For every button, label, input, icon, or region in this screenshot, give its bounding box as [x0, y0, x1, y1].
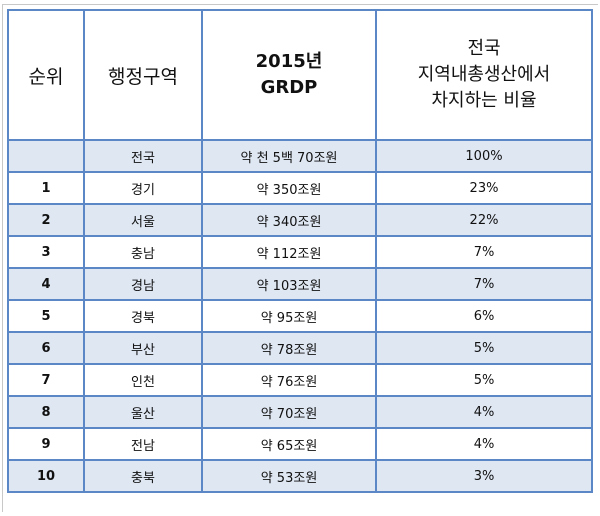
table-row: 5 경북 약 95조원 6%: [7, 299, 593, 333]
grdp-cell: 약 350조원: [201, 171, 377, 205]
grdp-cell: 약 112조원: [201, 235, 377, 269]
header-grdp-line: 2015년: [255, 51, 323, 72]
header-share-line: 차지하는 비율: [431, 90, 537, 111]
rank-cell: 6: [7, 331, 85, 365]
grdp-cell: 약 76조원: [201, 363, 377, 397]
header-grdp-line: GRDP: [260, 77, 318, 98]
grdp-cell: 약 53조원: [201, 459, 377, 493]
region-cell: 서울: [83, 203, 203, 237]
rank-cell: 5: [7, 299, 85, 333]
share-cell: 5%: [375, 363, 593, 397]
table-row: 3 충남 약 112조원 7%: [7, 235, 593, 269]
header-share-line: 전국: [467, 38, 501, 59]
share-cell: 3%: [375, 459, 593, 493]
region-cell: 인천: [83, 363, 203, 397]
header-region: 행정구역: [83, 9, 203, 141]
header-share-line: 지역내총생산에서: [417, 64, 551, 85]
rank-cell: [7, 139, 85, 173]
rank-cell: 10: [7, 459, 85, 493]
rank-cell: 7: [7, 363, 85, 397]
share-cell: 7%: [375, 267, 593, 301]
grdp-ranking-table: 순위 행정구역 2015년 GRDP 전국 지역내총생산에서 차지하는 비율 전…: [7, 9, 593, 493]
grdp-cell: 약 천 5백 70조원: [201, 139, 377, 173]
table-row: 6 부산 약 78조원 5%: [7, 331, 593, 365]
region-cell: 경남: [83, 267, 203, 301]
header-rank: 순위: [7, 9, 85, 141]
table-row: 2 서울 약 340조원 22%: [7, 203, 593, 237]
table-header-row: 순위 행정구역 2015년 GRDP 전국 지역내총생산에서 차지하는 비율: [7, 9, 593, 141]
table-row: 8 울산 약 70조원 4%: [7, 395, 593, 429]
rank-cell: 3: [7, 235, 85, 269]
header-share: 전국 지역내총생산에서 차지하는 비율: [375, 9, 593, 141]
share-cell: 22%: [375, 203, 593, 237]
region-cell: 부산: [83, 331, 203, 365]
region-cell: 경북: [83, 299, 203, 333]
table-row: 4 경남 약 103조원 7%: [7, 267, 593, 301]
grdp-cell: 약 65조원: [201, 427, 377, 461]
table-row: 10 충북 약 53조원 3%: [7, 459, 593, 493]
share-cell: 5%: [375, 331, 593, 365]
image-frame: [2, 4, 598, 512]
region-cell: 전국: [83, 139, 203, 173]
rank-cell: 8: [7, 395, 85, 429]
grdp-cell: 약 103조원: [201, 267, 377, 301]
share-cell: 4%: [375, 395, 593, 429]
region-cell: 충북: [83, 459, 203, 493]
grdp-cell: 약 78조원: [201, 331, 377, 365]
share-cell: 23%: [375, 171, 593, 205]
table-row: 9 전남 약 65조원 4%: [7, 427, 593, 461]
share-cell: 100%: [375, 139, 593, 173]
region-cell: 전남: [83, 427, 203, 461]
table-row: 7 인천 약 76조원 5%: [7, 363, 593, 397]
rank-cell: 2: [7, 203, 85, 237]
table-row: 전국 약 천 5백 70조원 100%: [7, 139, 593, 173]
grdp-cell: 약 95조원: [201, 299, 377, 333]
region-cell: 경기: [83, 171, 203, 205]
grdp-cell: 약 340조원: [201, 203, 377, 237]
rank-cell: 9: [7, 427, 85, 461]
region-cell: 충남: [83, 235, 203, 269]
rank-cell: 1: [7, 171, 85, 205]
share-cell: 4%: [375, 427, 593, 461]
rank-cell: 4: [7, 267, 85, 301]
header-grdp: 2015년 GRDP: [201, 9, 377, 141]
grdp-cell: 약 70조원: [201, 395, 377, 429]
table-row: 1 경기 약 350조원 23%: [7, 171, 593, 205]
region-cell: 울산: [83, 395, 203, 429]
share-cell: 6%: [375, 299, 593, 333]
share-cell: 7%: [375, 235, 593, 269]
